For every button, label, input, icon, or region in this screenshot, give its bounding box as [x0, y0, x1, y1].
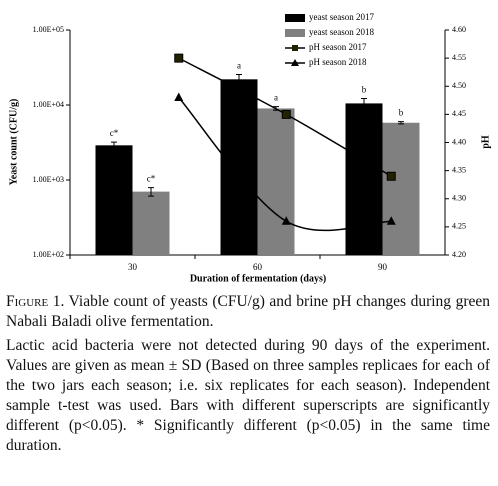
legend-marker — [291, 59, 299, 66]
marker — [281, 109, 291, 119]
marker — [386, 216, 396, 225]
x-axis-title: Duration of fermentation (days) — [190, 273, 326, 284]
marker — [174, 92, 184, 101]
caption-title: Figure 1. Viable count of yeasts (CFU/g)… — [6, 292, 490, 332]
bar — [345, 103, 383, 256]
significance-label: b — [362, 85, 367, 95]
legend-swatch — [285, 29, 305, 37]
x-tick-label: 90 — [378, 262, 388, 272]
significance-label: a — [237, 61, 241, 71]
legend-label: yeast season 2018 — [309, 27, 374, 37]
error-bar — [111, 141, 117, 150]
bar — [95, 145, 133, 255]
figure-note: Lactic acid bacteria were not detected d… — [6, 337, 490, 454]
y2-tick-label: 4.60 — [452, 25, 466, 34]
legend-marker — [292, 45, 298, 51]
significance-label: a — [274, 93, 278, 103]
marker — [174, 53, 184, 63]
significance-label: c* — [110, 128, 119, 138]
y2-tick-label: 4.50 — [452, 81, 466, 90]
y-tick-label: 1.00E+02 — [33, 250, 64, 259]
y-tick-label: 1.00E+03 — [33, 175, 64, 184]
y2-tick-label: 4.35 — [452, 165, 466, 174]
significance-label: c* — [147, 174, 156, 184]
caption: Figure 1. Viable count of yeasts (CFU/g)… — [6, 292, 490, 460]
y2-tick-label: 4.40 — [452, 137, 466, 146]
legend-label: yeast season 2017 — [309, 12, 374, 22]
y2-tick-label: 4.25 — [452, 222, 466, 231]
y-axis-title: Yeast count (CFU/g) — [8, 99, 19, 186]
marker — [281, 216, 291, 225]
bar — [382, 122, 420, 256]
y-tick-label: 1.00E+04 — [33, 100, 64, 109]
bar — [132, 191, 170, 255]
error-bar — [398, 121, 404, 125]
error-bar — [236, 74, 242, 86]
chart: Yeast count (CFU/g) pH Duration of ferme… — [8, 12, 491, 284]
significance-label: b — [399, 108, 404, 118]
y2-tick-label: 4.55 — [452, 53, 466, 62]
bar — [257, 108, 295, 255]
bar — [220, 79, 258, 255]
error-bar — [361, 98, 367, 110]
y-tick-label: 1.00E+05 — [33, 25, 64, 34]
y2-tick-label: 4.45 — [452, 109, 466, 118]
figure-title: Viable count of yeasts (CFU/g) and brine… — [6, 293, 490, 330]
legend-swatch — [285, 14, 305, 22]
y2-axis-title: pH — [480, 135, 491, 149]
x-tick-label: 30 — [128, 262, 138, 272]
error-bar — [148, 187, 154, 197]
marker — [386, 171, 396, 181]
figure-label: Figure 1. — [6, 293, 65, 310]
y2-tick-label: 4.30 — [452, 194, 466, 203]
x-tick-label: 60 — [253, 262, 263, 272]
legend-label: pH season 2018 — [309, 57, 367, 67]
legend-label: pH season 2017 — [309, 42, 367, 52]
y2-tick-label: 4.20 — [452, 250, 466, 259]
